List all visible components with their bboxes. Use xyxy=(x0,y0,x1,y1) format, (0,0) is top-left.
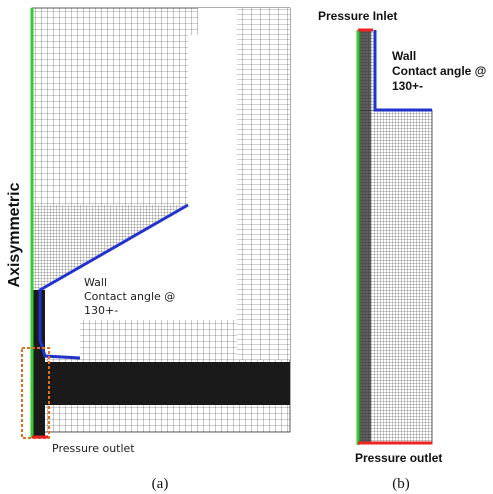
wall-label: Contact angle @ xyxy=(84,290,175,303)
panel-b: Pressure Inlet Wall Contact angle @ 130+… xyxy=(318,9,486,492)
wall-label: Wall xyxy=(392,49,416,63)
inlet-label: Pressure Inlet xyxy=(318,9,397,23)
caption: (b) xyxy=(392,476,410,492)
mesh-block xyxy=(45,362,290,405)
panel-a: Axisymmetric Wall Contact angle @ 130+- … xyxy=(6,8,290,492)
mesh-fine xyxy=(237,8,290,360)
outlet-label: Pressure outlet xyxy=(52,442,135,455)
figure: Axisymmetric Wall Contact angle @ 130+- … xyxy=(0,0,493,494)
wall-label: 130+- xyxy=(392,79,423,93)
wall-label: Wall xyxy=(84,276,107,289)
wall-label: 130+- xyxy=(84,304,118,317)
caption: (a) xyxy=(152,476,169,492)
mesh-column xyxy=(359,30,371,444)
wall-label: Contact angle @ xyxy=(392,64,486,78)
outlet-label: Pressure outlet xyxy=(355,451,442,465)
side-label: Axisymmetric xyxy=(6,182,23,287)
